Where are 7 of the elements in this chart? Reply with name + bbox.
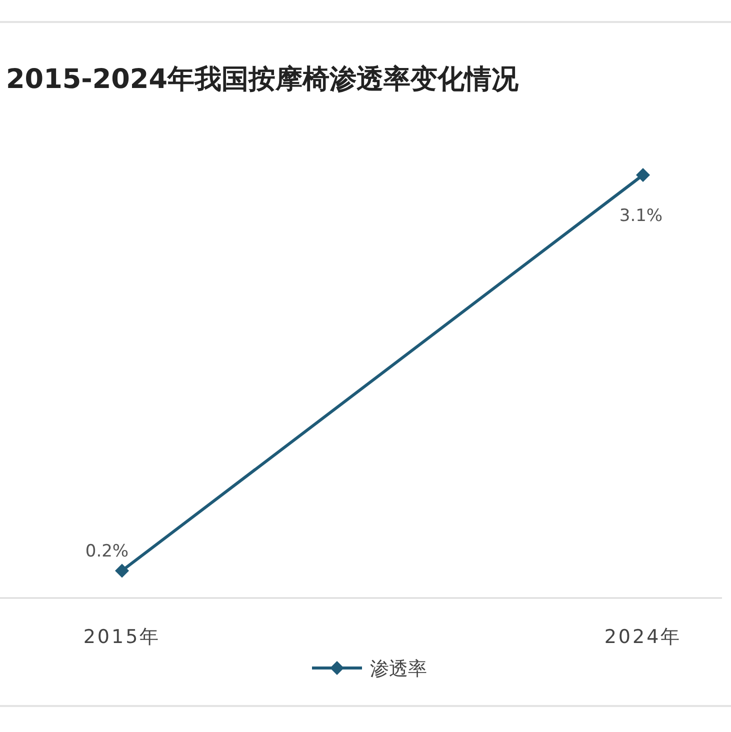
- x-tick-label: 2015年: [83, 626, 161, 648]
- x-tick-label: 2024年: [604, 626, 682, 648]
- chart-title: 2015-2024年我国按摩椅渗透率变化情况: [6, 64, 520, 95]
- legend-label: 渗透率: [370, 658, 427, 680]
- legend: 渗透率: [312, 658, 427, 680]
- data-label: 0.2%: [85, 542, 129, 562]
- data-label: 3.1%: [619, 206, 663, 226]
